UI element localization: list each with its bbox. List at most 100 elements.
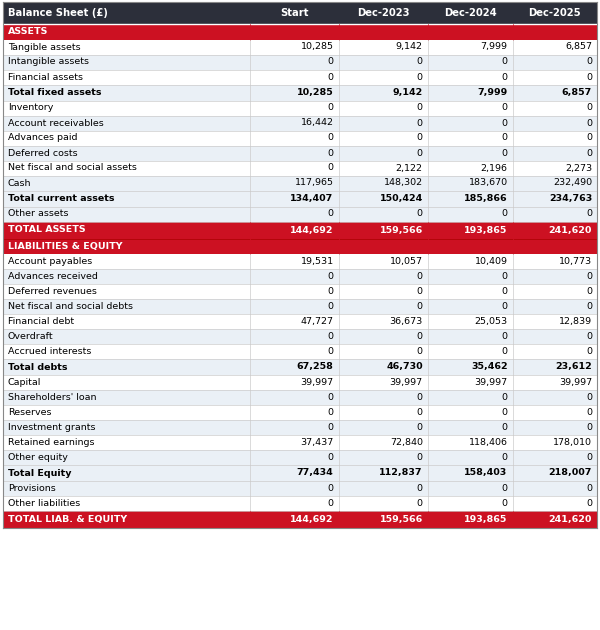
Text: Shareholders' loan: Shareholders' loan: [8, 393, 97, 402]
Text: 16,442: 16,442: [301, 118, 334, 127]
Bar: [3, 84, 597, 101]
Text: Start: Start: [280, 8, 308, 18]
Bar: [3, 254, 597, 269]
Text: 0: 0: [417, 118, 423, 127]
Text: 0: 0: [417, 499, 423, 508]
Bar: [3, 146, 597, 161]
Text: 6,857: 6,857: [565, 42, 592, 52]
Bar: [3, 190, 597, 207]
Text: 232,490: 232,490: [553, 178, 592, 188]
Text: 47,727: 47,727: [301, 317, 334, 326]
Text: 0: 0: [328, 499, 334, 508]
Text: Provisions: Provisions: [8, 484, 56, 493]
Text: 7,999: 7,999: [481, 42, 508, 52]
Text: 0: 0: [328, 408, 334, 417]
Bar: [3, 222, 597, 239]
Text: 35,462: 35,462: [471, 362, 508, 372]
Bar: [3, 375, 597, 390]
Text: 241,620: 241,620: [548, 226, 592, 234]
Text: 241,620: 241,620: [548, 515, 592, 524]
Text: Tangible assets: Tangible assets: [8, 42, 80, 52]
Bar: [3, 329, 597, 344]
Bar: [3, 511, 597, 528]
Text: 0: 0: [417, 57, 423, 67]
Text: 0: 0: [502, 423, 508, 432]
Text: 118,406: 118,406: [469, 438, 508, 447]
Text: 39,997: 39,997: [301, 378, 334, 387]
Text: 0: 0: [502, 287, 508, 296]
Text: 193,865: 193,865: [464, 515, 508, 524]
Text: 185,866: 185,866: [464, 194, 508, 203]
Text: 0: 0: [502, 393, 508, 402]
Text: Net fiscal and social debts: Net fiscal and social debts: [8, 302, 133, 311]
Text: Account receivables: Account receivables: [8, 118, 104, 127]
Text: 0: 0: [502, 272, 508, 281]
Bar: [3, 101, 597, 115]
Text: 0: 0: [586, 118, 592, 127]
Text: Total Equity: Total Equity: [8, 469, 71, 478]
Bar: [3, 405, 597, 420]
Bar: [3, 130, 597, 146]
Text: 0: 0: [328, 103, 334, 113]
Text: Capital: Capital: [8, 378, 41, 387]
Text: Balance Sheet (£): Balance Sheet (£): [8, 8, 108, 18]
Text: 0: 0: [502, 484, 508, 493]
Text: Retained earnings: Retained earnings: [8, 438, 95, 447]
Text: 0: 0: [586, 408, 592, 417]
Text: 0: 0: [328, 272, 334, 281]
Text: 9,142: 9,142: [392, 88, 423, 97]
Text: 72,840: 72,840: [390, 438, 423, 447]
Text: 0: 0: [586, 302, 592, 311]
Bar: [3, 2, 597, 24]
Text: 234,763: 234,763: [549, 194, 592, 203]
Text: 0: 0: [328, 210, 334, 219]
Text: 46,730: 46,730: [386, 362, 423, 372]
Text: 0: 0: [502, 499, 508, 508]
Bar: [3, 450, 597, 465]
Text: 39,997: 39,997: [475, 378, 508, 387]
Text: 0: 0: [417, 134, 423, 142]
Text: Total debts: Total debts: [8, 362, 67, 372]
Text: Other equity: Other equity: [8, 453, 68, 462]
Text: TOTAL ASSETS: TOTAL ASSETS: [8, 226, 86, 234]
Text: 0: 0: [586, 499, 592, 508]
Text: Inventory: Inventory: [8, 103, 53, 113]
Bar: [3, 40, 597, 55]
Text: 218,007: 218,007: [548, 469, 592, 478]
Text: 23,612: 23,612: [555, 362, 592, 372]
Text: 0: 0: [417, 393, 423, 402]
Text: 10,773: 10,773: [559, 257, 592, 266]
Text: 0: 0: [502, 408, 508, 417]
Text: 159,566: 159,566: [379, 515, 423, 524]
Text: 0: 0: [417, 103, 423, 113]
Text: Financial assets: Financial assets: [8, 72, 83, 81]
Text: 77,434: 77,434: [297, 469, 334, 478]
Text: 112,837: 112,837: [379, 469, 423, 478]
Bar: [3, 344, 597, 359]
Text: 9,142: 9,142: [396, 42, 423, 52]
Bar: [3, 390, 597, 405]
Text: 0: 0: [586, 103, 592, 113]
Bar: [3, 55, 597, 69]
Bar: [3, 314, 597, 329]
Text: 150,424: 150,424: [379, 194, 423, 203]
Text: 0: 0: [328, 134, 334, 142]
Text: 0: 0: [586, 332, 592, 341]
Text: 39,997: 39,997: [389, 378, 423, 387]
Text: 0: 0: [502, 103, 508, 113]
Bar: [3, 481, 597, 496]
Text: Advances paid: Advances paid: [8, 134, 77, 142]
Text: 10,285: 10,285: [301, 42, 334, 52]
Text: 0: 0: [328, 164, 334, 173]
Bar: [3, 69, 597, 84]
Text: Total current assets: Total current assets: [8, 194, 115, 203]
Bar: [3, 420, 597, 435]
Text: TOTAL LIAB. & EQUITY: TOTAL LIAB. & EQUITY: [8, 515, 127, 524]
Text: 12,839: 12,839: [559, 317, 592, 326]
Text: 0: 0: [328, 423, 334, 432]
Text: 2,196: 2,196: [481, 164, 508, 173]
Text: 7,999: 7,999: [478, 88, 508, 97]
Text: 0: 0: [586, 72, 592, 81]
Text: Net fiscal and social assets: Net fiscal and social assets: [8, 164, 137, 173]
Text: 10,285: 10,285: [297, 88, 334, 97]
